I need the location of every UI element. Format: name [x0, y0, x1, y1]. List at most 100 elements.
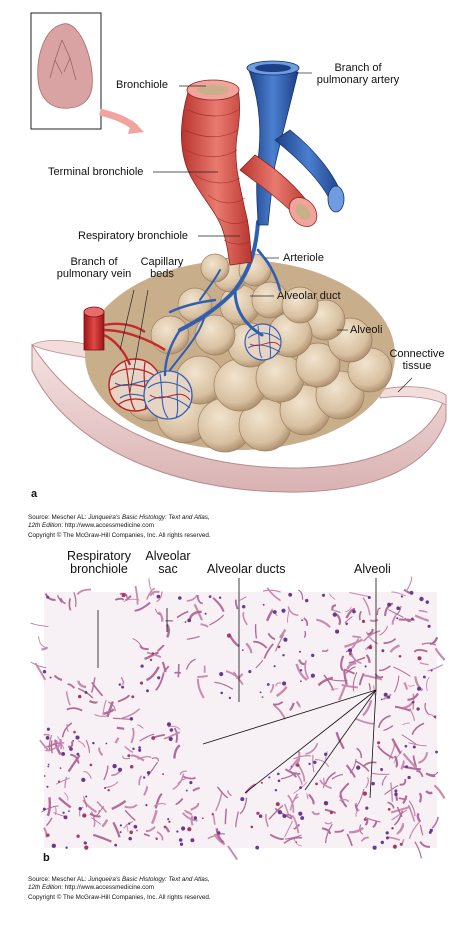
label-branch-pulmonary-artery-line2: pulmonary artery [308, 74, 408, 86]
cell-nucleus [119, 683, 121, 685]
cell-nucleus [368, 596, 371, 599]
cell-nucleus [143, 776, 145, 778]
cell-nucleus [299, 651, 301, 653]
cell-nucleus [61, 752, 65, 756]
cell-nucleus [335, 630, 339, 634]
cell-nucleus [399, 655, 402, 658]
cell-nucleus [261, 782, 263, 784]
cell-nucleus [405, 765, 408, 768]
cell-nucleus [413, 745, 416, 748]
cell-nucleus [108, 789, 110, 791]
label-branch-pulmonary-artery-line1: Branch of [308, 62, 408, 74]
cell-nucleus [315, 783, 318, 786]
cell-nucleus [417, 687, 421, 691]
cell-nucleus [145, 804, 147, 806]
cell-nucleus [104, 787, 106, 789]
cell-nucleus [296, 764, 299, 767]
cell-nucleus [112, 764, 116, 768]
bronchiole-tube [182, 80, 323, 265]
label-capillary-beds-line2: beds [132, 268, 192, 280]
label-connective-tissue-line1: Connective [382, 348, 452, 360]
cell-nucleus [105, 743, 107, 745]
cell-nucleus [164, 826, 167, 829]
cell-nucleus [300, 680, 302, 682]
alveolar-septum [197, 676, 207, 677]
cell-nucleus [242, 649, 244, 651]
cell-nucleus [251, 826, 254, 829]
cell-nucleus [44, 775, 46, 777]
cell-nucleus [219, 672, 223, 676]
cell-nucleus [127, 754, 130, 757]
cell-nucleus [170, 728, 174, 732]
cell-nucleus [418, 656, 422, 660]
cell-nucleus [220, 692, 223, 695]
cell-nucleus [394, 793, 397, 796]
cell-nucleus [301, 619, 303, 621]
cell-nucleus [85, 691, 88, 694]
cell-nucleus [268, 776, 270, 778]
cell-nucleus [73, 731, 76, 734]
cell-nucleus [322, 594, 325, 597]
cell-nucleus [278, 646, 281, 649]
cell-nucleus [305, 599, 308, 602]
cell-nucleus [431, 670, 433, 672]
credit-a-copyright: Copyright © The McGraw-Hill Companies, I… [28, 532, 211, 540]
cell-nucleus [157, 595, 161, 599]
cell-nucleus [136, 830, 138, 832]
cell-nucleus [82, 813, 86, 817]
label-alveolar-sac: Alveolar sac [138, 550, 198, 576]
cell-nucleus [273, 610, 277, 614]
cell-nucleus [373, 846, 377, 850]
alveolar-septum [228, 846, 237, 860]
cell-nucleus [300, 816, 304, 820]
cell-nucleus [434, 715, 437, 718]
credit-a-source: Source: Mescher AL: [28, 514, 88, 521]
credit-b-edition: 12th Edition [28, 884, 61, 891]
credit-b: Source: Mescher AL: Junqueira's Basic Hi… [28, 876, 211, 902]
cell-nucleus [209, 595, 212, 598]
cell-nucleus [84, 845, 88, 849]
cell-nucleus [131, 695, 134, 698]
cell-nucleus [194, 816, 197, 819]
cell-nucleus [291, 766, 293, 768]
cell-nucleus [140, 664, 143, 667]
cell-nucleus [78, 695, 81, 698]
cell-nucleus [85, 795, 87, 797]
cell-nucleus [64, 815, 68, 819]
cell-nucleus [140, 682, 143, 685]
panel-letter-a: a [31, 488, 37, 500]
cell-nucleus [262, 696, 264, 698]
cell-nucleus [242, 605, 245, 608]
cell-nucleus [362, 620, 365, 623]
cell-nucleus [197, 803, 199, 805]
cell-nucleus [76, 753, 79, 756]
label-capillary-beds: Capillary beds [132, 256, 192, 280]
label-connective-tissue-line2: tissue [382, 360, 452, 372]
cell-nucleus [248, 670, 251, 673]
cell-nucleus [178, 596, 182, 600]
cell-nucleus [75, 735, 79, 739]
cell-nucleus [185, 621, 187, 623]
cell-nucleus [356, 765, 360, 769]
cell-nucleus [298, 812, 302, 816]
cell-nucleus [349, 652, 352, 655]
cell-nucleus [189, 781, 192, 784]
cell-nucleus [92, 742, 94, 744]
cell-nucleus [212, 813, 214, 815]
alveolar-septum [175, 673, 181, 674]
label-bronchiole: Bronchiole [116, 79, 168, 91]
cell-nucleus [256, 812, 259, 815]
cell-nucleus [365, 665, 367, 667]
cell-nucleus [58, 780, 60, 782]
cell-nucleus [217, 831, 220, 834]
alveolar-septum [178, 664, 179, 677]
cell-nucleus [128, 837, 132, 841]
cell-nucleus [278, 810, 282, 814]
label-alveolar-ducts: Alveolar ducts [207, 563, 286, 576]
cell-nucleus [308, 763, 310, 765]
cell-nucleus [134, 825, 138, 829]
cell-nucleus [46, 834, 49, 837]
cell-nucleus [146, 689, 149, 692]
cell-nucleus [388, 808, 391, 811]
cell-nucleus [128, 822, 130, 824]
